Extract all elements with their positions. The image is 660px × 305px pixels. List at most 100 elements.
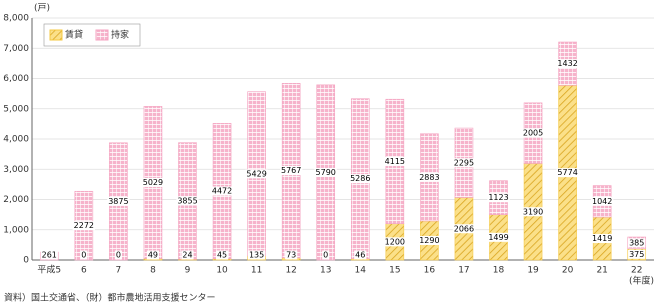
value-label-bg bbox=[556, 168, 579, 178]
value-label-bg bbox=[114, 250, 122, 260]
value-label: 0 bbox=[81, 251, 86, 260]
x-tick-label: 21 bbox=[596, 266, 607, 276]
source-note: 資料）国土交通省、（財）都市農地活用支援センター bbox=[4, 292, 216, 304]
y-tick-label: 6,000 bbox=[3, 74, 29, 84]
unit-label: (戸) bbox=[34, 3, 50, 14]
value-label-bg bbox=[181, 250, 194, 260]
value-label: 261 bbox=[42, 251, 57, 260]
value-label: 1432 bbox=[557, 59, 577, 68]
y-tick-label: 1,000 bbox=[3, 225, 29, 235]
value-label-bg bbox=[418, 172, 441, 182]
value-label-bg bbox=[285, 250, 298, 260]
x-tick-label: 10 bbox=[216, 266, 228, 276]
y-tick-label: 3,000 bbox=[3, 165, 29, 175]
value-label: 5774 bbox=[557, 168, 577, 177]
x-axis-label: (年度) bbox=[629, 275, 654, 287]
value-label: 5767 bbox=[281, 166, 301, 175]
x-tick-label: 7 bbox=[116, 266, 122, 276]
legend-swatch bbox=[95, 29, 109, 41]
value-label-bg bbox=[245, 169, 268, 179]
value-label-bg bbox=[314, 167, 337, 177]
value-label: 375 bbox=[629, 250, 644, 259]
value-label: 3855 bbox=[177, 196, 197, 205]
value-label-bg bbox=[487, 193, 510, 203]
legend-box bbox=[43, 23, 141, 47]
x-tick-label: 8 bbox=[150, 266, 156, 276]
value-label: 4115 bbox=[385, 157, 405, 166]
value-label-bg bbox=[107, 196, 130, 206]
value-label-bg bbox=[80, 250, 88, 260]
y-tick-label: 4,000 bbox=[3, 135, 29, 145]
value-label-bg bbox=[628, 249, 646, 259]
value-label: 0 bbox=[116, 251, 121, 260]
value-label-bg bbox=[628, 238, 646, 248]
value-label-bg bbox=[383, 237, 407, 247]
value-label-bg bbox=[521, 207, 545, 217]
value-label-bg bbox=[354, 250, 367, 260]
value-label: 5029 bbox=[143, 178, 163, 187]
x-tick-label: 17 bbox=[458, 266, 469, 276]
value-label-bg bbox=[487, 232, 510, 242]
legend-label: 持家 bbox=[111, 29, 129, 41]
value-label-bg bbox=[349, 174, 372, 184]
value-label-bg bbox=[40, 250, 58, 260]
y-tick-label: 0 bbox=[23, 256, 29, 266]
value-label-bg bbox=[590, 234, 614, 244]
value-label: 135 bbox=[249, 251, 264, 260]
y-tick-label: 7,000 bbox=[3, 44, 29, 54]
x-tick-label: 20 bbox=[562, 266, 574, 276]
x-tick-label: 13 bbox=[320, 266, 331, 276]
value-label-bg bbox=[247, 250, 266, 260]
value-label: 45 bbox=[217, 251, 227, 260]
value-label: 1123 bbox=[488, 193, 508, 202]
x-tick-label: 22 bbox=[631, 266, 642, 276]
value-label-bg bbox=[146, 250, 160, 260]
value-label: 3875 bbox=[108, 197, 128, 206]
x-tick-label: 12 bbox=[285, 266, 296, 276]
value-label-bg bbox=[215, 250, 229, 260]
value-label-bg bbox=[590, 196, 614, 206]
x-tick-label: 19 bbox=[527, 266, 539, 276]
value-label-bg bbox=[383, 156, 407, 166]
value-label: 0 bbox=[323, 251, 328, 260]
x-tick-label: 11 bbox=[251, 266, 262, 276]
value-label: 3190 bbox=[523, 207, 543, 216]
value-label: 73 bbox=[286, 251, 296, 260]
value-label-bg bbox=[418, 235, 441, 245]
value-label-bg bbox=[141, 177, 165, 187]
x-tick-label: 15 bbox=[389, 266, 400, 276]
value-label: 4472 bbox=[212, 186, 232, 195]
value-label: 2295 bbox=[454, 158, 474, 167]
value-label-bg bbox=[322, 250, 330, 260]
value-label-bg bbox=[452, 224, 476, 234]
value-label-bg bbox=[176, 196, 199, 206]
value-label: 2272 bbox=[74, 221, 94, 230]
value-label: 46 bbox=[355, 251, 365, 260]
y-tick-label: 5,000 bbox=[3, 104, 29, 114]
value-label: 1042 bbox=[592, 197, 612, 206]
value-label-bg bbox=[556, 59, 579, 69]
value-label: 5286 bbox=[350, 174, 370, 183]
value-label-bg bbox=[279, 166, 303, 176]
value-label: 2883 bbox=[419, 173, 439, 182]
x-tick-label: 平成5 bbox=[37, 264, 61, 276]
value-label: 1499 bbox=[488, 233, 508, 242]
legend-swatch bbox=[49, 29, 63, 41]
value-label: 24 bbox=[182, 251, 192, 260]
value-label-bg bbox=[210, 186, 234, 196]
legend-label: 賃貸 bbox=[65, 29, 83, 41]
value-label-bg bbox=[521, 128, 545, 138]
value-label: 5790 bbox=[316, 168, 336, 177]
x-tick-label: 14 bbox=[355, 266, 367, 276]
value-label: 385 bbox=[629, 238, 644, 247]
value-label: 1200 bbox=[385, 237, 405, 246]
value-label: 49 bbox=[148, 251, 158, 260]
value-label: 2005 bbox=[523, 129, 543, 138]
value-label: 1419 bbox=[592, 234, 612, 243]
value-label-bg bbox=[452, 158, 476, 168]
y-tick-label: 2,000 bbox=[3, 195, 29, 205]
value-label: 5429 bbox=[246, 169, 266, 178]
value-label: 1290 bbox=[419, 236, 439, 245]
value-label-bg bbox=[72, 221, 96, 231]
